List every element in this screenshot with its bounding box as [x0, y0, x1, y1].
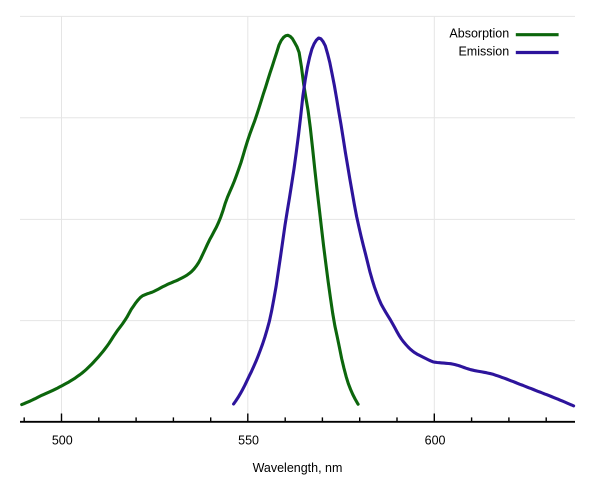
- svg-text:Absorption: Absorption: [449, 27, 509, 41]
- svg-text:Emission: Emission: [458, 44, 509, 58]
- svg-text:Wavelength, nm: Wavelength, nm: [253, 461, 343, 475]
- svg-text:550: 550: [238, 434, 259, 448]
- svg-text:600: 600: [425, 434, 446, 448]
- svg-text:500: 500: [52, 434, 73, 448]
